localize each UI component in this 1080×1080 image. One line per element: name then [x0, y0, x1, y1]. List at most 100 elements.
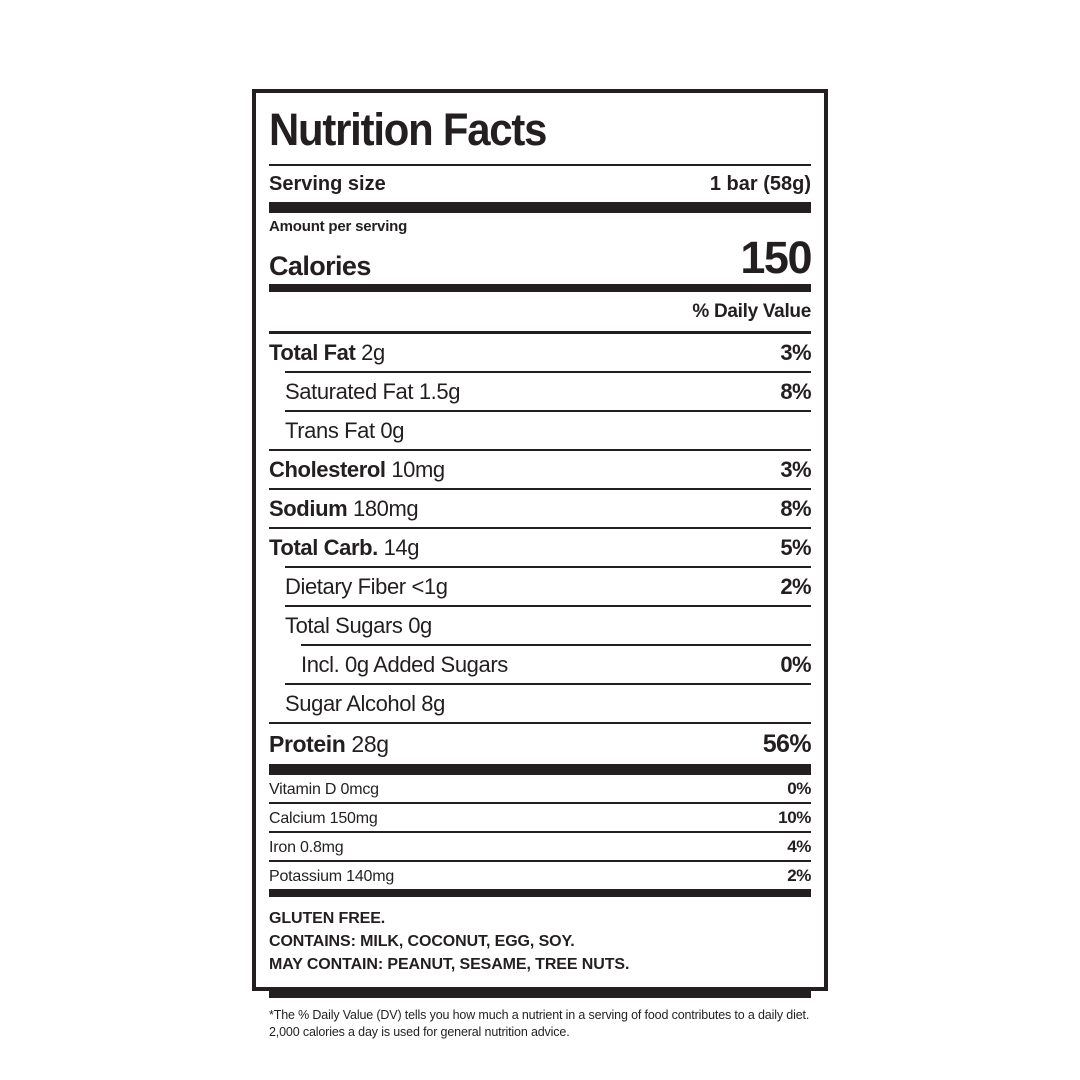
nutrient-daily-value: 5%	[780, 535, 811, 560]
divider-above-vitamin-row	[269, 860, 811, 862]
nutrient-amount: 8g	[415, 691, 445, 716]
nutrient-row: Saturated Fat 1.5g 8%	[269, 373, 812, 410]
divider-above-vitamin-row	[269, 802, 811, 804]
vitamin-row: Iron 0.8mg 4%	[269, 833, 811, 860]
nutrient-row: Sodium 180mg 8%	[269, 490, 812, 527]
divider-under-daily-value-header	[269, 331, 811, 334]
nutrient-name: Cholesterol	[269, 457, 386, 482]
vitamin-daily-value: 4%	[787, 837, 811, 856]
nutrient-amount: <1g	[405, 574, 448, 599]
nutrient-daily-value: 3%	[780, 340, 811, 365]
nutrient-daily-value: 8%	[780, 379, 811, 404]
divider-above-vitamin-row	[269, 831, 811, 833]
nutrient-amount: 2g	[355, 340, 385, 365]
nutrient-name-amount: Total Sugars 0g	[285, 613, 432, 639]
allergen-line: GLUTEN FREE.	[269, 910, 386, 927]
nutrient-name: Total Sugars	[285, 613, 403, 638]
vitamin-row: Calcium 150mg 10%	[269, 804, 811, 831]
calories-label: Calories	[269, 250, 371, 281]
nutrient-row: Cholesterol 10mg 3%	[269, 451, 812, 488]
nutrient-amount: 10mg	[385, 457, 445, 482]
nutrition-facts-panel: Nutrition Facts Serving size 1 bar (58g)…	[252, 89, 828, 1039]
nutrient-amount: 180mg	[347, 496, 419, 521]
divider-above-sodium	[269, 488, 811, 490]
serving-size-value: 1 bar (58g)	[709, 173, 811, 195]
nutrition-facts-body: Nutrition Facts Serving size 1 bar (58g)…	[256, 93, 824, 1039]
nutrient-name-amount: Trans Fat 0g	[285, 418, 405, 444]
nutrient-name-amount: Protein 28g	[269, 731, 389, 758]
nutrient-name: Sodium	[269, 496, 348, 521]
nutrient-name: Trans Fat	[285, 418, 375, 443]
divider-under-vitamins	[269, 889, 811, 897]
nutrient-name-amount: Total Carb. 14g	[269, 535, 419, 561]
divider-above-protein	[269, 722, 811, 724]
nutrient-name: Protein	[269, 731, 346, 757]
footnote-line: *The % Daily Value (DV) tells you how mu…	[269, 1007, 810, 1022]
divider-above-trans-fat	[285, 410, 811, 412]
nutrient-row: Total Fat 2g 3%	[269, 334, 812, 371]
nutrient-amount: 28g	[345, 731, 389, 757]
nutrient-daily-value: 56%	[762, 730, 812, 758]
calories-row: Calories 150	[269, 232, 812, 284]
nutrient-name: Saturated Fat	[285, 379, 414, 404]
nutrient-row: Total Sugars 0g	[269, 607, 811, 644]
vitamin-name-amount: Vitamin D 0mcg	[269, 781, 379, 798]
nutrient-row: Protein 28g 56%	[269, 724, 812, 764]
divider-above-total-sugars	[285, 605, 811, 607]
nutrient-name-amount: Dietary Fiber <1g	[285, 574, 448, 600]
vitamin-name-amount: Iron 0.8mg	[269, 839, 344, 856]
nutrient-amount: 14g	[377, 535, 420, 560]
divider-under-title	[269, 164, 811, 166]
nutrient-row: Sugar Alcohol 8g	[269, 685, 811, 722]
vitamin-name-amount: Calcium 150mg	[269, 810, 378, 827]
allergen-statement: GLUTEN FREE. CONTAINS: MILK, COCONUT, EGG…	[269, 897, 811, 990]
nutrient-name: Total Fat	[269, 340, 356, 365]
nutrient-list: Total Fat 2g 3% Saturated Fat 1.5g 8% Trans …	[269, 334, 812, 764]
serving-size-row: Serving size 1 bar (58g)	[269, 166, 811, 202]
serving-size-label: Serving size	[269, 173, 386, 195]
divider-above-dietary-fiber	[285, 566, 811, 568]
divider-above-total-carb	[269, 527, 811, 529]
divider-under-calories	[269, 284, 811, 292]
vitamin-daily-value: 0%	[787, 779, 811, 798]
nutrient-name: Incl. 0g Added Sugars	[301, 652, 508, 677]
nutrient-name: Sugar Alcohol	[285, 691, 416, 716]
vitamin-name-amount: Potassium 140mg	[269, 868, 395, 885]
allergen-line: CONTAINS: MILK, COCONUT, EGG, SOY.	[269, 932, 575, 950]
daily-value-header: % Daily Value	[692, 301, 811, 322]
divider-above-incl-0g-added-sugars	[301, 644, 811, 646]
nutrient-amount: 0g	[374, 418, 405, 443]
daily-value-footnote: *The % Daily Value (DV) tells you how mu…	[269, 998, 811, 1043]
nutrient-daily-value: 0%	[780, 652, 811, 677]
allergen-line: MAY CONTAIN: PEANUT, SESAME, TREE NUTS.	[269, 955, 630, 973]
nutrient-name-amount: Sodium 180mg	[269, 496, 419, 522]
nutrient-name-amount: Total Fat 2g	[269, 340, 385, 366]
divider-thick-above-calories	[269, 202, 811, 213]
nutrient-row: Incl. 0g Added Sugars 0%	[269, 646, 812, 683]
nutrient-daily-value: 8%	[780, 496, 811, 521]
nutrient-row: Total Carb. 14g 5%	[269, 529, 812, 566]
divider-thick-under-protein	[269, 764, 811, 775]
nutrient-name-amount: Cholesterol 10mg	[269, 457, 445, 483]
vitamin-row: Vitamin D 0mcg 0%	[269, 775, 811, 802]
nutrient-daily-value: 2%	[780, 574, 811, 599]
page-title: Nutrition Facts	[269, 104, 547, 155]
divider-above-cholesterol	[269, 449, 811, 451]
nutrient-name-amount: Incl. 0g Added Sugars	[301, 652, 508, 678]
vitamin-daily-value: 2%	[787, 866, 811, 885]
vitamin-list: Vitamin D 0mcg 0% Calcium 150mg 10% Iron 0.8…	[269, 775, 811, 889]
amount-per-serving-label: Amount per serving	[269, 218, 408, 235]
vitamin-row: Potassium 140mg 2%	[269, 862, 811, 889]
divider-above-saturated-fat	[285, 371, 811, 373]
nutrient-name-amount: Saturated Fat 1.5g	[285, 379, 460, 405]
divider-above-footnote	[269, 989, 811, 998]
vitamin-daily-value: 10%	[778, 808, 811, 827]
nutrient-row: Dietary Fiber <1g 2%	[269, 568, 812, 605]
nutrient-daily-value: 3%	[780, 457, 811, 482]
nutrient-name: Dietary Fiber	[285, 574, 406, 599]
nutrient-amount: 0g	[402, 613, 432, 638]
nutrient-amount: 1.5g	[413, 379, 461, 404]
nutrient-name-amount: Sugar Alcohol 8g	[285, 691, 445, 717]
divider-above-sugar-alcohol	[285, 683, 811, 685]
calories-value: 150	[740, 232, 812, 283]
